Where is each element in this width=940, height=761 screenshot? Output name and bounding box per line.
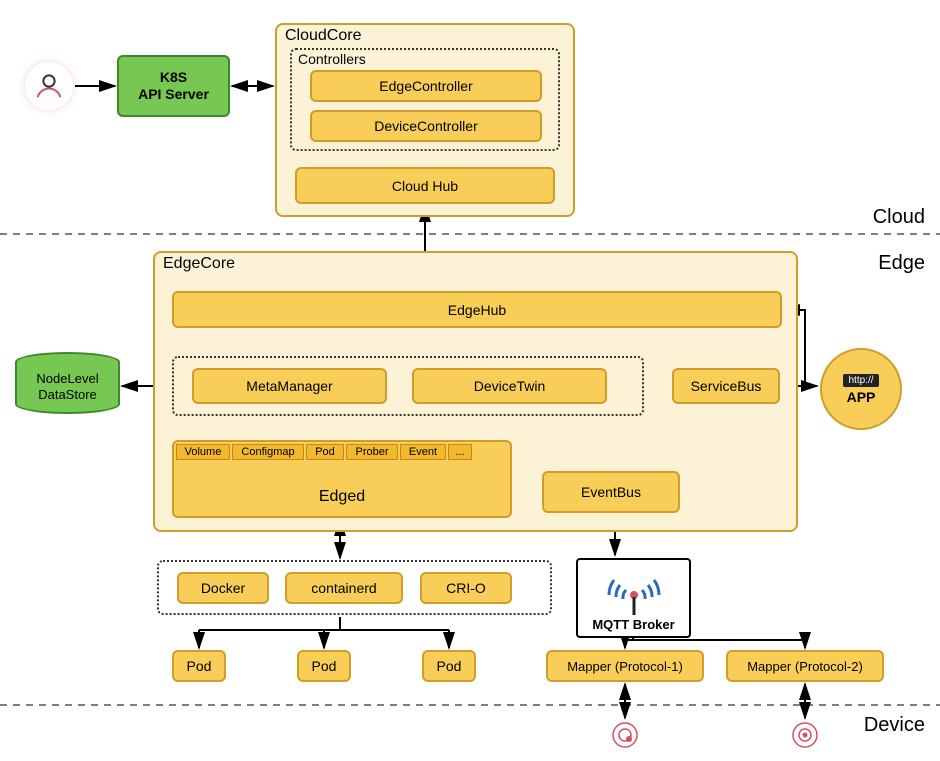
layer-label-device: Device [864,714,925,737]
edge-controller: EdgeController [310,70,542,102]
edged-label: Edged [319,488,365,506]
mapper-protocol-1: Mapper (Protocol-1) [546,650,704,682]
architecture-diagram: Cloud Edge Device K8S API Server CloudCo… [0,0,940,761]
runtime-docker: Docker [177,572,269,604]
node-level-datastore: NodeLevel DataStore [15,352,120,414]
mqtt-label: MQTT Broker [592,617,674,632]
cloudcore-title: CloudCore [285,27,361,45]
eventbus: EventBus [542,471,680,513]
layer-label-cloud: Cloud [873,206,925,229]
devicetwin: DeviceTwin [412,368,607,404]
pod-2: Pod [297,650,351,682]
pod-1: Pod [172,650,226,682]
chip-volume: Volume [176,444,230,460]
chip-prober: Prober [346,444,398,460]
chip-configmap: Configmap [232,444,304,460]
runtime-crio: CRI-O [420,572,512,604]
servicebus: ServiceBus [672,368,780,404]
device-controller: DeviceController [310,110,542,142]
app-label: APP [847,389,876,405]
chip-event: Event [400,444,446,460]
metamanager: MetaManager [192,368,387,404]
chip-more: ... [448,444,472,460]
edgehub: EdgeHub [172,291,782,328]
user-icon [25,62,73,110]
k8s-api-server: K8S API Server [117,55,230,117]
runtime-containerd: containerd [285,572,403,604]
mqtt-broker: MQTT Broker [576,558,691,638]
pod-3: Pod [422,650,476,682]
http-app: http:// APP [820,348,902,430]
edgecore-title: EdgeCore [163,255,235,273]
antenna-icon [599,575,669,617]
http-badge: http:// [843,374,878,387]
chip-pod: Pod [306,444,344,460]
controllers-title: Controllers [298,51,366,67]
layer-label-edge: Edge [878,252,925,275]
mapper-protocol-2: Mapper (Protocol-2) [726,650,884,682]
cloud-hub: Cloud Hub [295,167,555,204]
